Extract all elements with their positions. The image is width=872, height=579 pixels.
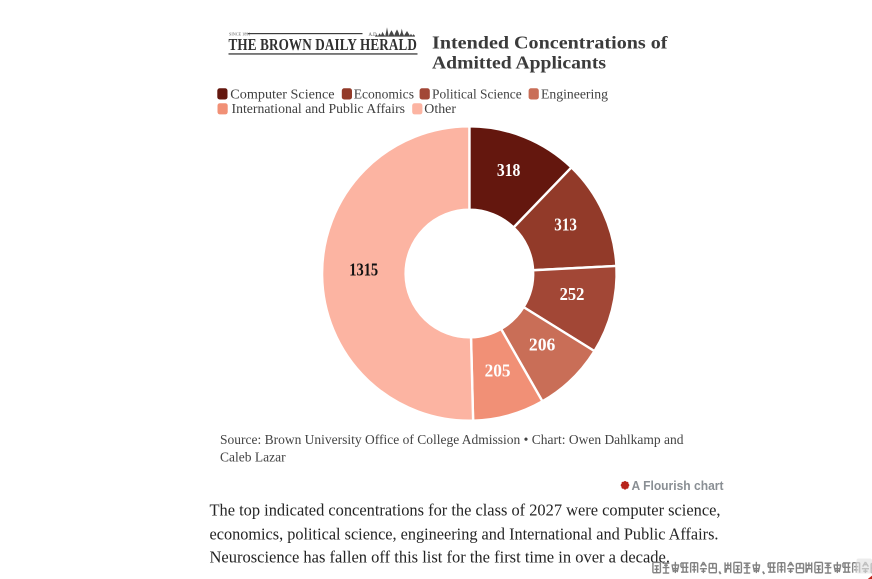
svg-text:THE BROWN DAILY HERALD: THE BROWN DAILY HERALD (229, 35, 418, 54)
svg-text:International and Public Affai: International and Public Affairs (232, 102, 406, 117)
svg-text:The top indicated concentratio: The top indicated concentrations for the… (210, 501, 721, 520)
svg-text:A Flourish chart: A Flourish chart (632, 478, 725, 493)
svg-text:Neuroscience has fallen off th: Neuroscience has fallen off this list fo… (210, 548, 671, 567)
svg-text:Economics: Economics (354, 87, 414, 102)
svg-text:Caleb Lazar: Caleb Lazar (220, 449, 286, 464)
svg-text:Engineering: Engineering (541, 87, 608, 102)
svg-text:A.D.: A.D. (369, 33, 378, 38)
svg-text:Other: Other (424, 102, 456, 117)
svg-text:313: 313 (554, 214, 577, 234)
svg-text:Admitted Applicants: Admitted Applicants (432, 53, 606, 73)
svg-text:206: 206 (529, 334, 555, 354)
svg-text:Intended Concentrations of: Intended Concentrations of (432, 32, 668, 52)
svg-text:Source: Brown University Offic: Source: Brown University Office of Colle… (220, 432, 684, 447)
svg-text:205: 205 (485, 360, 511, 380)
svg-text:Political Science: Political Science (432, 87, 522, 102)
svg-text:SINCE 1891: SINCE 1891 (229, 32, 251, 37)
svg-text:1315: 1315 (349, 260, 378, 280)
svg-text:252: 252 (560, 284, 585, 304)
svg-text:economics, political science,: economics, political science, engineerin… (210, 525, 719, 544)
svg-text:318: 318 (497, 160, 521, 180)
svg-text:Computer Science: Computer Science (230, 87, 334, 102)
